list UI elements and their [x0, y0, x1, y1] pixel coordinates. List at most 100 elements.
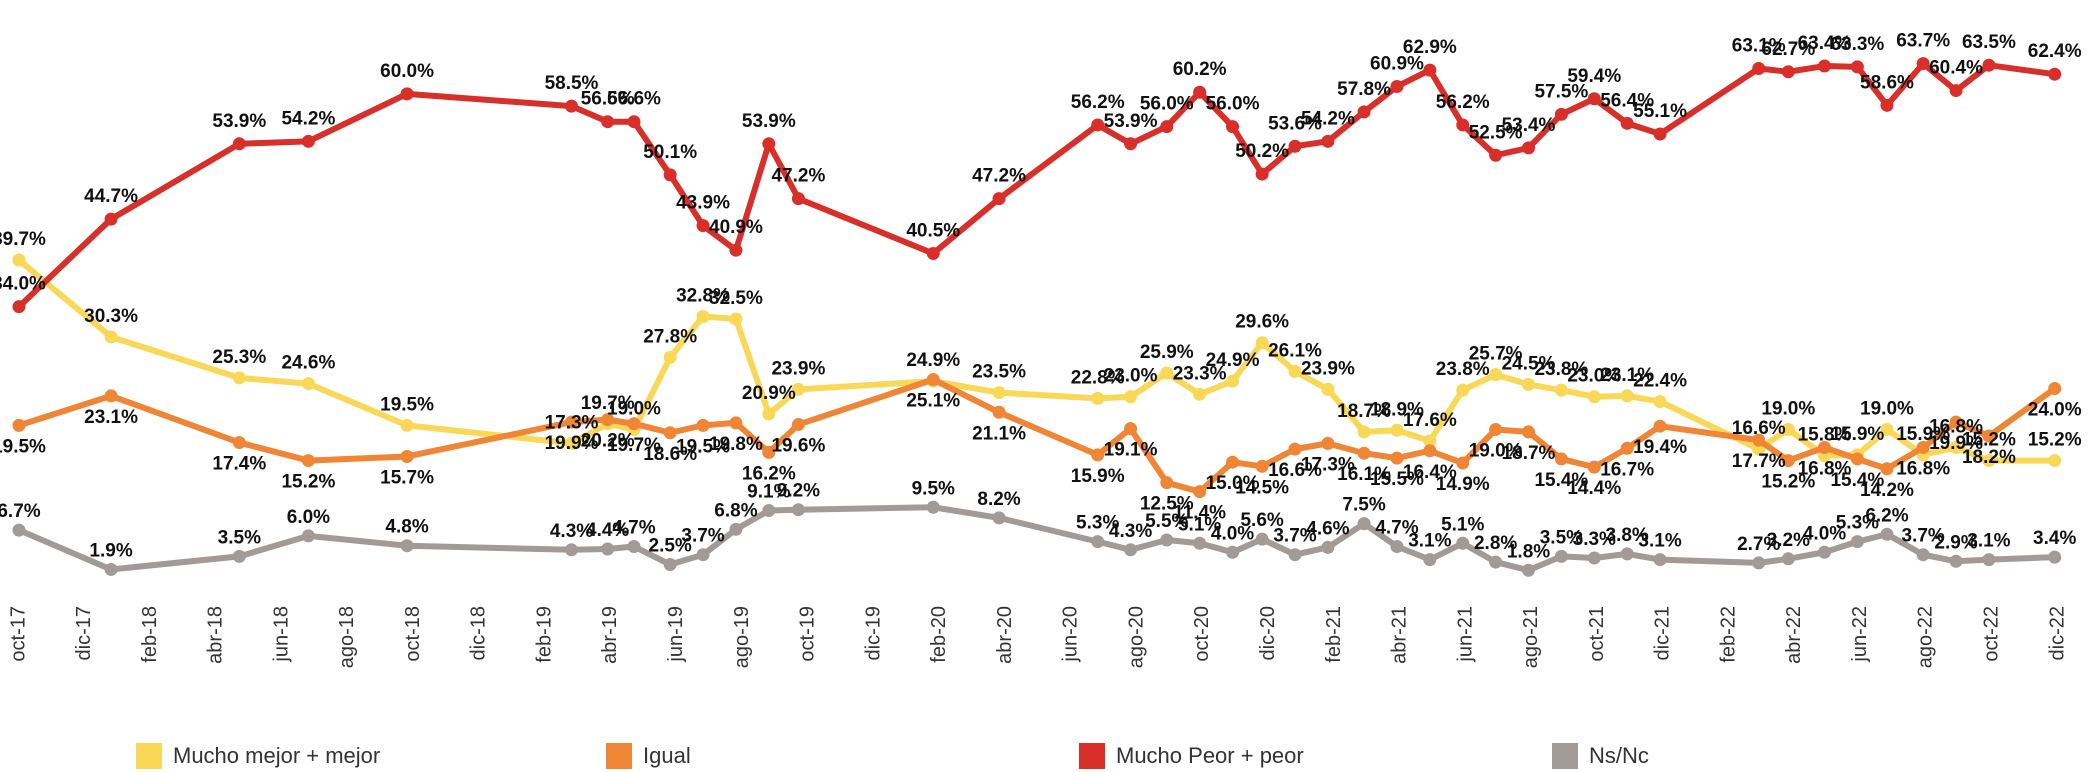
data-label: 5.3%	[1836, 513, 1879, 534]
point	[926, 500, 940, 514]
point	[400, 539, 414, 553]
data-label: 19.1%	[1104, 440, 1158, 461]
point	[1982, 553, 1996, 567]
data-label: 3.7%	[681, 526, 724, 547]
point	[729, 243, 743, 257]
data-label: 7.5%	[1342, 495, 1385, 516]
data-label: 62.4%	[2028, 41, 2082, 62]
point	[2048, 550, 2062, 564]
data-label: 63.1%	[1732, 35, 1786, 56]
point	[1423, 444, 1437, 458]
point	[1818, 440, 1832, 454]
point	[1880, 98, 1894, 112]
x-tick-label: dic-17	[73, 606, 95, 660]
data-label: 56.2%	[1071, 92, 1125, 113]
point	[791, 418, 805, 432]
data-label: 16.7%	[1600, 459, 1654, 480]
point	[926, 373, 940, 387]
point	[1916, 440, 1930, 454]
data-label: 6.8%	[714, 500, 757, 521]
point	[1193, 85, 1207, 99]
data-label: 53.4%	[1502, 115, 1556, 136]
point	[232, 137, 246, 151]
data-label: 24.9%	[1206, 350, 1260, 371]
point	[1587, 390, 1601, 404]
point	[12, 253, 26, 267]
point	[696, 548, 710, 562]
point	[1880, 527, 1894, 541]
data-label: 3.2%	[1767, 530, 1810, 551]
x-tick-label: ago-21	[1520, 606, 1542, 668]
data-label: 62.9%	[1403, 37, 1457, 58]
data-label: 11.4%	[1173, 503, 1226, 524]
data-label: 18.6%	[643, 444, 697, 465]
line	[16, 60, 2056, 309]
data-label: 19.4%	[1633, 437, 1687, 458]
data-label: 3.4%	[2033, 528, 2076, 549]
point	[627, 417, 641, 431]
data-label: 27.8%	[643, 326, 697, 347]
point	[1653, 419, 1667, 433]
point	[1321, 540, 1335, 554]
point	[1091, 391, 1105, 405]
point	[762, 445, 776, 459]
point	[1456, 456, 1470, 470]
point	[1781, 422, 1795, 436]
data-label: 23.8%	[1436, 359, 1490, 380]
x-tick-label: feb-21	[1323, 606, 1345, 663]
data-label: 3.1%	[1638, 531, 1681, 552]
data-label: 56.6%	[607, 89, 661, 110]
point	[791, 382, 805, 396]
data-label: 19.0%	[607, 398, 661, 419]
legend-label: Mucho Peor + peor	[1116, 743, 1304, 768]
data-label: 19.9%	[1929, 433, 1983, 454]
data-label: 50.1%	[643, 142, 697, 163]
data-label: 15.0%	[1206, 473, 1260, 494]
data-label: 4.7%	[1375, 518, 1418, 539]
point	[1620, 441, 1634, 455]
point	[1357, 517, 1371, 531]
data-label: 58.5%	[545, 73, 599, 94]
point	[1653, 127, 1667, 141]
data-label: 56.0%	[1206, 94, 1260, 115]
data-label: 17.7%	[1732, 451, 1786, 472]
data-label: 25.7%	[1469, 344, 1523, 365]
x-tick-label: oct-18	[402, 606, 424, 662]
data-label: 40.9%	[709, 217, 763, 238]
data-label: 52.5%	[1469, 122, 1523, 143]
point	[12, 523, 26, 537]
point	[1423, 553, 1437, 567]
data-label: 18.7%	[1502, 443, 1556, 464]
data-label: 23.9%	[771, 358, 825, 379]
point	[1160, 366, 1174, 380]
data-label: 56.2%	[1436, 92, 1490, 113]
data-label: 15.7%	[380, 467, 434, 488]
data-label: 60.0%	[380, 61, 434, 82]
point	[1193, 536, 1207, 550]
x-tick-label: jun-19	[665, 606, 687, 663]
point	[992, 405, 1006, 419]
point	[1781, 65, 1795, 79]
data-label: 2.5%	[649, 536, 692, 557]
x-tick-label: ago-20	[1125, 606, 1147, 668]
data-label: 15.5%	[1370, 469, 1424, 490]
point	[1091, 118, 1105, 132]
point	[1818, 59, 1832, 73]
point	[1653, 395, 1667, 409]
point	[1489, 422, 1503, 436]
point	[1949, 554, 1963, 568]
data-label: 19.9%	[545, 433, 599, 454]
point	[400, 449, 414, 463]
data-label: 19.0%	[1860, 398, 1914, 419]
data-label: 19.7%	[607, 435, 661, 456]
point	[1357, 425, 1371, 439]
point	[1781, 454, 1795, 468]
point	[104, 562, 118, 576]
point	[1160, 533, 1174, 547]
data-label: 19.8%	[709, 434, 763, 455]
data-label: 56.6%	[581, 89, 635, 110]
series	[12, 373, 2062, 499]
data-label: 4.0%	[1211, 523, 1254, 544]
point	[12, 300, 26, 314]
